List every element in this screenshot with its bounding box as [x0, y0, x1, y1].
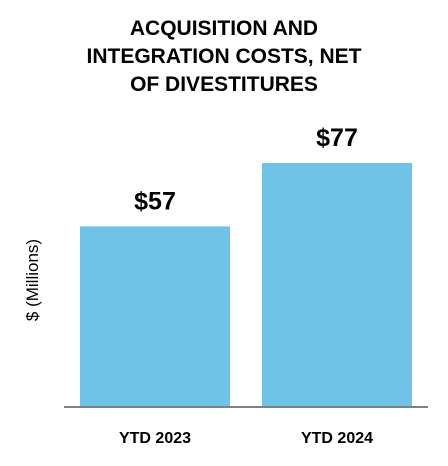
category-label-ytd-2023: YTD 2023 [119, 430, 191, 447]
category-label-ytd-2024: YTD 2024 [301, 430, 373, 447]
y-axis-label: $ (Millions) [23, 239, 42, 321]
bar-ytd-2023 [80, 226, 230, 407]
chart-title-line-1: ACQUISITION AND [130, 17, 318, 40]
bar-ytd-2024 [262, 163, 412, 407]
chart-title-line-3: OF DIVESTITURES [130, 73, 318, 96]
value-label-ytd-2024: $77 [316, 124, 358, 152]
chart-title-line-2: INTEGRATION COSTS, NET [87, 45, 362, 68]
bars-group: $57 YTD 2023 $77 YTD 2024 [80, 124, 412, 447]
value-label-ytd-2023: $57 [134, 187, 176, 215]
